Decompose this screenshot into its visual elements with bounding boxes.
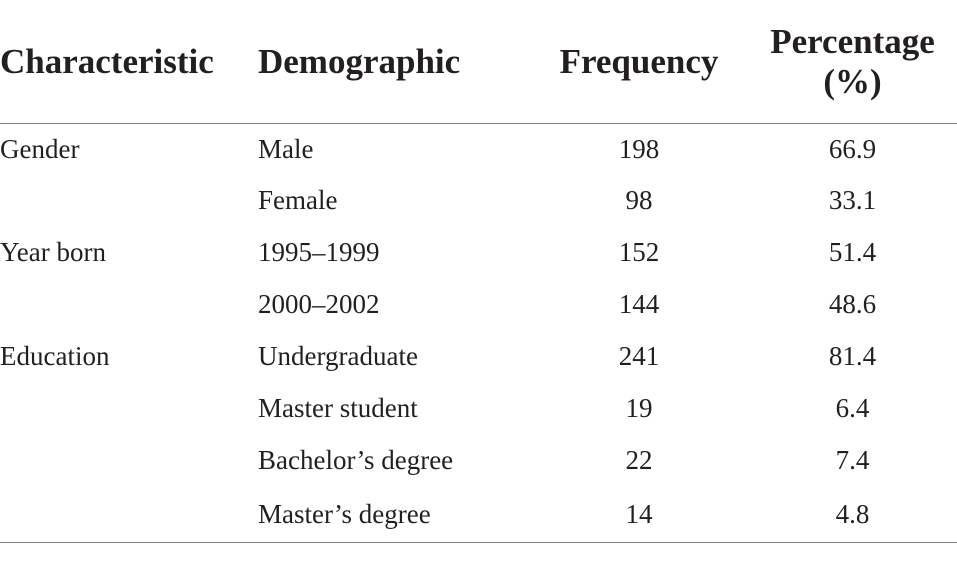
table-row: Year born 1995–1999 152 51.4 bbox=[0, 226, 957, 278]
cell-percentage: 81.4 bbox=[828, 340, 877, 371]
table-header: Characteristic Demographic Frequency Per… bbox=[0, 0, 957, 124]
cell-characteristic: Education bbox=[0, 340, 110, 371]
header-percentage: Percentage (%) bbox=[748, 0, 957, 124]
cell-demographic: 2000–2002 bbox=[258, 288, 380, 319]
cell-demographic: Master student bbox=[258, 392, 418, 423]
cell-frequency: 14 bbox=[530, 486, 748, 543]
cell-characteristic bbox=[0, 278, 258, 330]
cell-characteristic bbox=[0, 382, 258, 434]
table-row: Master student 19 6.4 bbox=[0, 382, 957, 434]
cell-frequency: 19 bbox=[625, 392, 653, 423]
header-percentage-wrap: Percentage (%) bbox=[770, 22, 935, 102]
header-row: Characteristic Demographic Frequency Per… bbox=[0, 0, 957, 124]
cell-frequency: 22 bbox=[625, 444, 653, 475]
cell-frequency: 198 bbox=[618, 133, 660, 164]
cell-percentage: 51.4 bbox=[828, 236, 877, 267]
cell-percentage: 33.1 bbox=[828, 184, 877, 215]
cell-characteristic bbox=[0, 434, 258, 486]
cell-characteristic bbox=[0, 174, 258, 226]
header-percentage-line1: Percentage bbox=[770, 21, 935, 61]
cell-frequency: 144 bbox=[618, 288, 660, 319]
cell-percentage: 4.8 bbox=[748, 486, 957, 543]
cell-demographic: 1995–1999 bbox=[258, 236, 380, 267]
header-frequency: Frequency bbox=[530, 0, 748, 124]
cell-percentage: 48.6 bbox=[828, 288, 877, 319]
cell-demographic: Master’s degree bbox=[258, 486, 530, 543]
table-row: Gender Male 198 66.9 bbox=[0, 124, 957, 175]
table-body: Gender Male 198 66.9 Female 98 33.1 Year… bbox=[0, 124, 957, 543]
table-row: 2000–2002 144 48.6 bbox=[0, 278, 957, 330]
cell-characteristic: Year born bbox=[0, 236, 106, 267]
header-demographic: Demographic bbox=[258, 0, 530, 124]
table-row: Female 98 33.1 bbox=[0, 174, 957, 226]
cell-characteristic bbox=[0, 486, 258, 543]
cell-demographic: Undergraduate bbox=[258, 340, 418, 371]
header-characteristic: Characteristic bbox=[0, 0, 258, 124]
table-row: Bachelor’s degree 22 7.4 bbox=[0, 434, 957, 486]
cell-characteristic: Gender bbox=[0, 133, 80, 164]
cell-frequency: 98 bbox=[625, 184, 653, 215]
cell-frequency: 241 bbox=[618, 340, 660, 371]
cell-demographic: Bachelor’s degree bbox=[258, 444, 454, 475]
cell-percentage: 6.4 bbox=[835, 392, 870, 423]
cell-demographic: Female bbox=[258, 184, 338, 215]
cell-percentage: 66.9 bbox=[828, 133, 877, 164]
table-row: Master’s degree 14 4.8 bbox=[0, 486, 957, 543]
cell-frequency: 152 bbox=[618, 236, 660, 267]
table-row: Education Undergraduate 241 81.4 bbox=[0, 330, 957, 382]
header-percentage-line2: (%) bbox=[823, 61, 882, 101]
cell-demographic: Male bbox=[258, 133, 314, 164]
demographics-table: Characteristic Demographic Frequency Per… bbox=[0, 0, 957, 543]
cell-percentage: 7.4 bbox=[835, 444, 870, 475]
